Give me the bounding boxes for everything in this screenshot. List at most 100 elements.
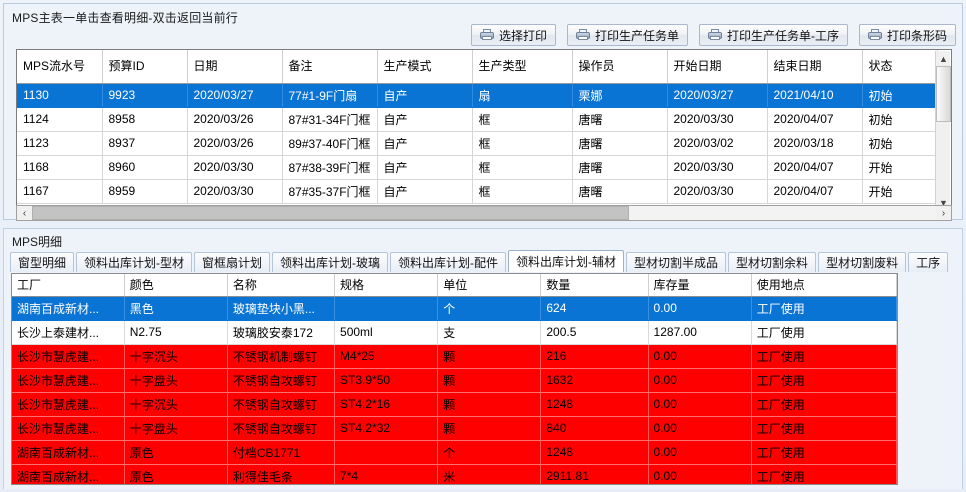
table-cell[interactable]: 颗 <box>437 368 542 393</box>
table-cell[interactable]: 1130 <box>17 83 103 108</box>
table-cell[interactable]: M4*25 <box>334 344 439 369</box>
table-cell[interactable]: 湖南百成新材... <box>12 296 125 321</box>
table-cell[interactable]: 工厂使用 <box>751 440 897 465</box>
table-cell[interactable] <box>334 440 439 465</box>
scroll-left-arrow-icon[interactable]: ‹ <box>22 207 27 219</box>
tab[interactable]: 型材切割余料 <box>728 252 817 272</box>
table-cell[interactable]: 1124 <box>17 107 103 132</box>
hscroll-track[interactable] <box>32 206 936 220</box>
table-cell[interactable]: 支 <box>437 320 542 345</box>
table-cell[interactable]: 个 <box>437 440 542 465</box>
table-cell[interactable]: 长沙市慧虎建... <box>12 416 125 441</box>
tab[interactable]: 型材切割废料 <box>818 252 907 272</box>
toolbar-button[interactable]: 打印生产任务单 <box>566 24 688 46</box>
mps-detail-grid[interactable]: 工厂 颜色 名称 规格 单位 数量 库存量 使用地点 湖南百成新材... 黑色 玻璃垫块小黑...… <box>11 273 898 485</box>
tab[interactable]: 领料出库计划-玻璃 <box>272 252 389 272</box>
table-cell[interactable]: 2020/04/07 <box>767 179 863 204</box>
column-header[interactable]: 生产模式 <box>377 50 473 84</box>
table-cell[interactable]: 长沙市慧虎建... <box>12 344 125 369</box>
table-cell[interactable]: 唐曙 <box>572 107 668 132</box>
table-cell[interactable]: 不锈钢机制螺钉 <box>227 344 336 369</box>
column-header[interactable]: 单位 <box>437 274 542 297</box>
master-horizontal-scrollbar[interactable]: ‹ › <box>16 205 952 221</box>
scroll-thumb[interactable] <box>936 66 951 122</box>
table-row[interactable]: 长沙市慧虎建... 十字沉头 不锈钢自攻螺钉 ST4.2*16 颗 1248 0.00 工厂使… <box>12 392 897 417</box>
table-cell[interactable]: 玻璃胶安泰172 <box>227 320 336 345</box>
table-cell[interactable]: 1248 <box>540 440 649 465</box>
table-cell[interactable]: 自产 <box>377 83 473 108</box>
table-cell[interactable]: 1287.00 <box>648 320 752 345</box>
table-row[interactable]: 长沙市慧虎建... 十字盘头 不锈钢自攻螺钉 ST3.9*50 颗 1632 0.00 工厂使… <box>12 368 897 393</box>
table-cell[interactable]: 1123 <box>17 131 103 156</box>
table-cell[interactable]: 87#31-34F门框 <box>282 107 378 132</box>
table-cell[interactable]: ST4.2*16 <box>334 392 439 417</box>
table-cell[interactable]: 0.00 <box>648 440 752 465</box>
table-cell[interactable]: 黑色 <box>124 296 228 321</box>
table-cell[interactable]: 初始 <box>862 107 938 132</box>
table-cell[interactable]: 框 <box>472 107 573 132</box>
mps-master-grid[interactable]: MPS流水号 预算ID 日期 备注 生产模式 生产类型 操作员 开始日期 结束日期 状态 1130… <box>16 49 952 210</box>
table-cell[interactable]: 0.00 <box>648 416 752 441</box>
column-header[interactable]: 规格 <box>334 274 439 297</box>
tab[interactable]: 领料出库计划-配件 <box>390 252 507 272</box>
table-cell[interactable]: 2020/03/30 <box>667 155 768 180</box>
table-row[interactable]: 1124 8958 2020/03/26 87#31-34F门框 自产框唐曙 2020/0… <box>17 107 938 132</box>
table-cell[interactable]: 0.00 <box>648 368 752 393</box>
table-cell[interactable]: 2020/03/26 <box>187 131 283 156</box>
table-cell[interactable]: 2020/03/30 <box>667 107 768 132</box>
table-cell[interactable]: 8958 <box>102 107 188 132</box>
tab[interactable]: 窗框扇计划 <box>194 252 271 272</box>
table-cell[interactable]: 十字盘头 <box>124 368 228 393</box>
table-cell[interactable]: 工厂使用 <box>751 296 897 321</box>
table-row[interactable]: 长沙上泰建材... N2.75 玻璃胶安泰172 500ml 支 200.5 1287.00… <box>12 320 897 345</box>
toolbar-button[interactable]: 选择打印 <box>470 24 556 46</box>
toolbar-button[interactable]: 打印生产任务单-工序 <box>698 24 848 46</box>
table-cell[interactable]: 个 <box>437 296 542 321</box>
table-cell[interactable]: 工厂使用 <box>751 320 897 345</box>
table-cell[interactable]: 2020/03/18 <box>767 131 863 156</box>
table-cell[interactable]: 2020/03/30 <box>187 155 283 180</box>
table-cell[interactable]: 颗 <box>437 392 542 417</box>
table-cell[interactable]: 十字沉头 <box>124 344 228 369</box>
table-cell[interactable]: 自产 <box>377 179 473 204</box>
column-header[interactable]: 工厂 <box>12 274 125 297</box>
table-cell[interactable]: 唐曙 <box>572 179 668 204</box>
table-cell[interactable]: 0.00 <box>648 344 752 369</box>
table-cell[interactable]: 米 <box>437 464 542 484</box>
column-header[interactable]: 结束日期 <box>767 50 863 84</box>
column-header[interactable]: 开始日期 <box>667 50 768 84</box>
table-cell[interactable]: 不锈钢自攻螺钉 <box>227 392 336 417</box>
table-cell[interactable]: 0.00 <box>648 296 752 321</box>
column-header[interactable]: 生产类型 <box>472 50 573 84</box>
table-cell[interactable]: 唐曙 <box>572 131 668 156</box>
table-cell[interactable]: 湖南百成新材... <box>12 440 125 465</box>
table-cell[interactable]: 颗 <box>437 344 542 369</box>
tab[interactable]: 窗型明细 <box>10 252 75 272</box>
column-header[interactable]: 使用地点 <box>751 274 897 297</box>
table-cell[interactable]: 工厂使用 <box>751 416 897 441</box>
table-row[interactable]: 长沙市慧虎建... 十字盘头 不锈钢自攻螺钉 ST4.2*32 颗 840 0.00 工厂使用 <box>12 416 897 441</box>
column-header[interactable]: 预算ID <box>102 50 188 84</box>
table-cell[interactable]: 工厂使用 <box>751 392 897 417</box>
toolbar-button[interactable]: 打印条形码 <box>858 24 956 46</box>
table-cell[interactable]: 2020/03/30 <box>667 179 768 204</box>
table-row[interactable]: 1167 8959 2020/03/30 87#35-37F门框 自产框唐曙 2020/0… <box>17 179 938 204</box>
table-cell[interactable]: 200.5 <box>540 320 649 345</box>
table-cell[interactable]: 长沙市慧虎建... <box>12 392 125 417</box>
column-header[interactable]: 颜色 <box>124 274 228 297</box>
column-header[interactable]: 名称 <box>227 274 336 297</box>
table-cell[interactable]: 624 <box>540 296 649 321</box>
table-cell[interactable]: 工厂使用 <box>751 344 897 369</box>
table-cell[interactable]: 500ml <box>334 320 439 345</box>
table-cell[interactable]: 十字盘头 <box>124 416 228 441</box>
table-cell[interactable]: 2911.81 <box>540 464 649 484</box>
table-cell[interactable]: 框 <box>472 131 573 156</box>
table-cell[interactable]: 2020/04/07 <box>767 155 863 180</box>
table-cell[interactable]: 87#38-39F门框 <box>282 155 378 180</box>
table-cell[interactable]: 十字沉头 <box>124 392 228 417</box>
table-cell[interactable]: 工厂使用 <box>751 368 897 393</box>
column-header[interactable]: 状态 <box>862 50 938 84</box>
column-header[interactable]: 操作员 <box>572 50 668 84</box>
table-cell[interactable]: 长沙市慧虎建... <box>12 368 125 393</box>
table-cell[interactable]: 1632 <box>540 368 649 393</box>
